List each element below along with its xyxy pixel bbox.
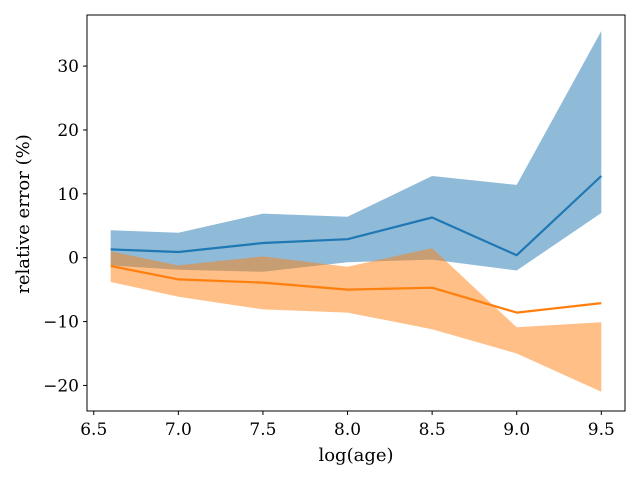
x-axis-label: log(age) [318,445,393,466]
x-tick-label: 8.0 [334,420,361,440]
series-2-band [110,248,602,392]
confidence-bands [110,31,602,392]
series-1-band [110,31,602,272]
y-tick-label: 30 [57,57,79,77]
x-tick-label: 7.5 [249,420,276,440]
y-tick-label: 20 [57,121,79,141]
y-axis-label: relative error (%) [13,134,34,293]
x-axis-ticks: 6.5 7.0 7.5 8.0 8.5 9.0 9.5 [80,411,615,440]
x-tick-label: 9.5 [588,420,615,440]
plot-frame [86,14,626,412]
y-tick-label: 0 [68,249,79,269]
y-tick-label: −10 [43,313,79,333]
x-tick-label: 8.5 [419,420,446,440]
series-lines [110,175,603,314]
y-tick-label: 10 [57,185,79,205]
x-tick-label: 9.0 [503,420,530,440]
y-axis-ticks: −20 −10 0 10 20 30 [43,57,87,396]
x-tick-label: 7.0 [165,420,192,440]
x-tick-label: 6.5 [80,420,107,440]
y-tick-label: −20 [43,376,79,396]
